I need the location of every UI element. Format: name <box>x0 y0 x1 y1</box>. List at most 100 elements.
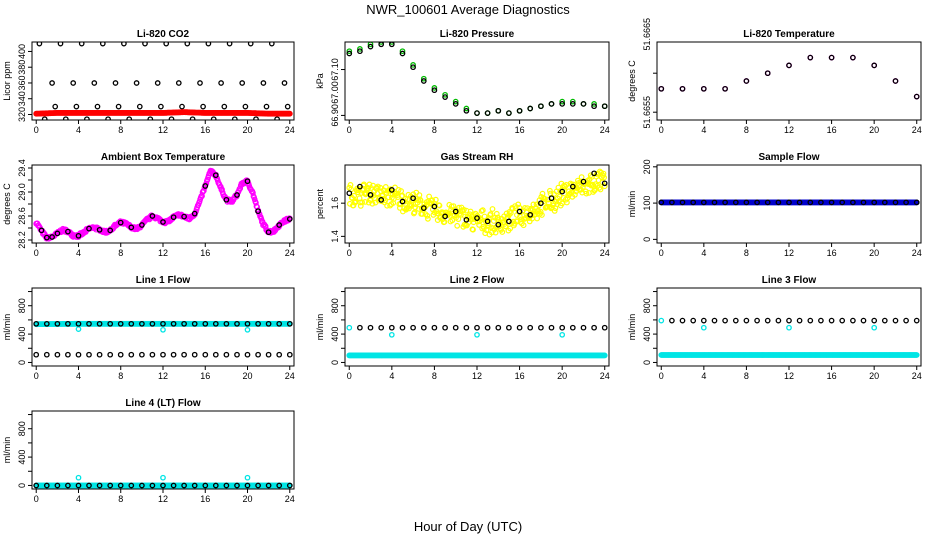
series-hourly_mean <box>658 199 920 206</box>
panel-title: Li-820 Temperature <box>743 29 835 40</box>
x-tick-label: 0 <box>34 371 39 381</box>
data-point <box>580 101 587 107</box>
data-point <box>168 116 175 120</box>
data-point <box>455 216 462 223</box>
data-point <box>743 199 750 206</box>
data-point <box>506 324 512 331</box>
panel-4: Gas Stream RH percent 0 4 8 12 16 20 24 1.4 1.6 <box>315 152 610 258</box>
data-point <box>75 482 82 489</box>
data-point <box>559 188 566 195</box>
data-point <box>583 190 590 197</box>
data-point <box>871 199 878 206</box>
data-point <box>265 320 272 327</box>
data-point <box>268 42 275 47</box>
y-tick-label: 400 <box>642 327 652 342</box>
data-point <box>43 320 50 327</box>
panel-6: Line 1 Flow ml/min 0 4 8 12 16 20 24 0 400 800 <box>2 275 295 381</box>
data-point <box>75 326 82 332</box>
data-point <box>388 187 395 193</box>
data-point <box>442 91 448 98</box>
data-point <box>212 320 219 327</box>
data-point <box>600 170 607 177</box>
data-point <box>711 199 718 206</box>
panel-title: Line 3 Flow <box>762 275 817 286</box>
data-point <box>786 317 792 324</box>
data-point <box>128 351 135 358</box>
data-point <box>591 324 597 331</box>
x-tick-label: 20 <box>243 125 253 135</box>
x-tick-label: 0 <box>659 248 664 258</box>
data-point <box>179 103 185 110</box>
data-point <box>112 80 119 86</box>
data-point <box>425 215 431 222</box>
data-point <box>431 87 438 94</box>
data-point <box>428 200 435 207</box>
data-point <box>732 317 739 324</box>
data-point <box>487 211 494 217</box>
data-point <box>527 324 534 331</box>
data-point <box>54 230 61 237</box>
data-point <box>452 101 459 107</box>
data-point <box>276 222 283 228</box>
data-point <box>357 183 363 190</box>
x-tick-label: 12 <box>784 248 794 258</box>
x-tick-label: 20 <box>869 125 879 135</box>
x-tick-label: 24 <box>285 125 295 135</box>
data-point <box>452 324 459 331</box>
data-point <box>452 98 459 105</box>
data-point <box>474 331 480 338</box>
data-point <box>41 116 48 120</box>
panel-7: Line 2 Flow ml/min 0 4 8 12 16 20 24 0 400 800 <box>315 275 610 381</box>
data-point <box>601 352 608 359</box>
data-point <box>764 317 771 324</box>
panel-5: Sample Flow ml/min 0 4 8 12 16 20 24 0 100 200 <box>627 152 922 258</box>
data-point <box>212 482 219 489</box>
plot-area <box>33 167 293 242</box>
data-point <box>442 324 448 331</box>
y-tick-label: 29.4 <box>17 159 27 177</box>
data-point <box>569 324 576 331</box>
data-point <box>73 103 80 110</box>
data-point <box>431 203 438 210</box>
data-point <box>516 208 523 215</box>
data-point <box>117 482 124 489</box>
y-tick-label: 400 <box>17 44 27 59</box>
data-point <box>538 200 544 207</box>
y-tick-label: 51.6655 <box>642 96 652 129</box>
x-tick-label: 12 <box>472 125 482 135</box>
data-point <box>569 183 576 190</box>
data-point <box>754 317 760 324</box>
data-point <box>839 317 846 324</box>
data-point <box>367 324 374 331</box>
data-point <box>33 320 40 327</box>
data-point <box>722 317 728 324</box>
data-point <box>431 85 438 91</box>
data-point <box>175 80 182 86</box>
y-tick-label: 0 <box>642 237 652 242</box>
data-point <box>474 324 480 331</box>
series-hourly_mean <box>346 42 608 116</box>
data-point <box>242 103 249 110</box>
data-point <box>463 324 470 331</box>
data-point <box>754 199 760 206</box>
plot-area <box>658 317 920 358</box>
data-point <box>700 199 707 206</box>
x-tick-label: 20 <box>869 248 879 258</box>
x-tick-label: 16 <box>515 371 525 381</box>
x-tick-label: 0 <box>34 125 39 135</box>
data-point <box>184 42 191 47</box>
data-point <box>154 80 161 86</box>
plot-area <box>346 42 608 116</box>
panel-title: Sample Flow <box>758 152 819 163</box>
y-tick-label: 28.2 <box>17 231 27 249</box>
data-point <box>463 105 470 112</box>
figure-xlabel: Hour of Day (UTC) <box>414 519 522 534</box>
data-point <box>260 80 267 86</box>
data-point <box>218 80 224 86</box>
y-tick-label: 800 <box>17 421 27 436</box>
data-point <box>149 213 156 219</box>
x-tick-label: 8 <box>744 248 749 258</box>
data-point <box>117 351 124 358</box>
y-tick-label: 400 <box>330 327 340 342</box>
data-point <box>96 226 103 233</box>
